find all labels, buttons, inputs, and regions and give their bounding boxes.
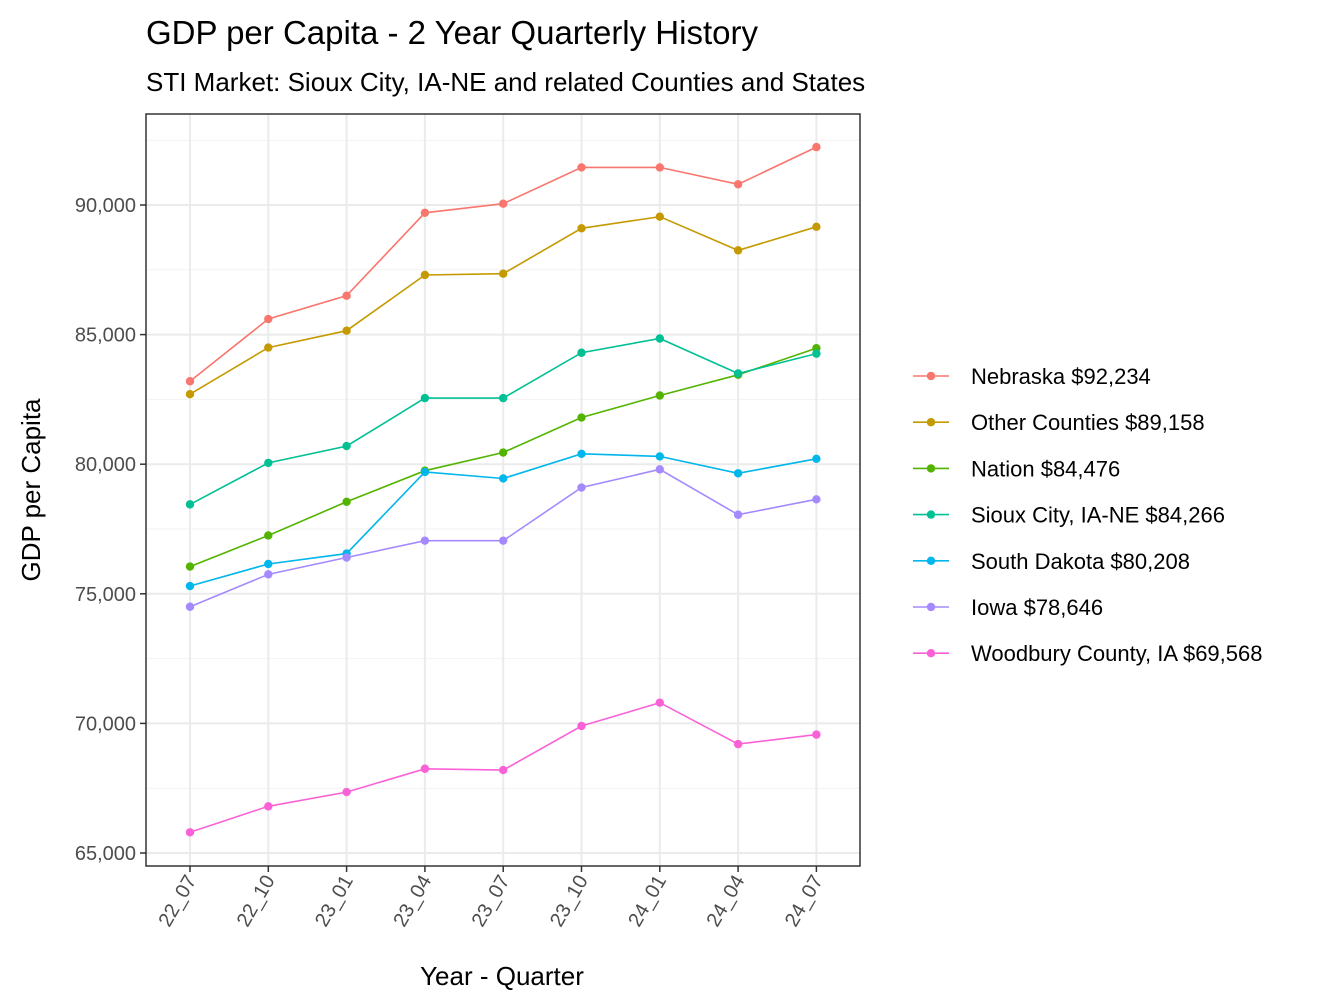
x-tick-label: 23_01: [311, 872, 358, 931]
data-point: [264, 559, 273, 569]
y-tick-label: 70,000: [75, 713, 136, 735]
data-point: [420, 536, 430, 545]
legend-key-point: [926, 602, 936, 612]
legend-key-point: [926, 556, 936, 565]
x-tick-label: 24_01: [624, 872, 671, 931]
data-point: [342, 441, 351, 451]
y-tick-label: 75,000: [75, 584, 136, 606]
data-point: [577, 483, 586, 492]
data-point: [499, 269, 508, 278]
data-point: [733, 510, 743, 519]
legend-key-point: [926, 464, 936, 473]
data-point: [264, 531, 273, 540]
y-tick-label: 65,000: [75, 843, 136, 865]
x-tick-label: 23_07: [468, 872, 515, 931]
chart-title: GDP per Capita - 2 Year Quarterly Histor…: [146, 14, 758, 51]
data-point: [655, 698, 664, 707]
plot-area: 65,000 70,000 75,000 80,000 85,000 90,000 22_0…: [75, 113, 861, 931]
data-point: [655, 391, 664, 400]
legend-entry-label: Sioux City, IA-NE $84,266: [971, 503, 1225, 528]
data-point: [420, 393, 430, 403]
legend-entry-label: Nation $84,476: [971, 456, 1120, 481]
data-point: [733, 246, 743, 255]
data-point: [185, 562, 195, 571]
data-point: [499, 765, 508, 775]
y-tick-label: 90,000: [75, 195, 136, 217]
data-point: [264, 314, 273, 324]
data-point: [733, 369, 743, 378]
y-tick-label: 80,000: [75, 454, 136, 476]
x-tick-label: 23_10: [546, 872, 593, 931]
x-tick-label: 24_07: [781, 872, 828, 931]
data-point: [812, 495, 821, 504]
y-axis-title: GDP per Capita: [16, 398, 46, 582]
data-point: [577, 721, 586, 731]
data-point: [812, 454, 821, 464]
data-point: [733, 739, 743, 749]
data-point: [499, 199, 508, 208]
data-point: [577, 449, 586, 459]
chart-subtitle: STI Market: Sioux City, IA-NE and relate…: [146, 67, 865, 97]
data-point: [264, 570, 273, 579]
data-point: [185, 602, 195, 611]
data-point: [812, 142, 821, 152]
data-point: [499, 536, 508, 545]
data-point: [499, 474, 508, 483]
data-point: [342, 553, 351, 562]
data-point: [655, 212, 664, 221]
data-point: [655, 163, 664, 172]
data-point: [264, 458, 273, 468]
legend-key-point: [926, 371, 936, 381]
data-point: [499, 393, 508, 403]
x-tick-label: 24_04: [703, 872, 750, 931]
panel-border: [145, 113, 861, 867]
data-point: [499, 448, 508, 457]
legend-entry-label: Other Counties $89,158: [971, 410, 1205, 435]
legend-entry-label: South Dakota $80,208: [971, 549, 1190, 574]
x-tick-label: 23_04: [389, 872, 436, 931]
data-point: [420, 467, 430, 477]
data-point: [420, 270, 430, 280]
data-point: [733, 180, 743, 189]
data-point: [655, 465, 664, 474]
data-point: [812, 730, 821, 739]
legend-key-point: [926, 510, 936, 519]
data-point: [185, 377, 195, 386]
x-tick-label: 22_10: [233, 872, 280, 931]
legend-entry-label: Nebraska $92,234: [971, 364, 1151, 389]
data-point: [577, 224, 586, 233]
legend-entry-label: Woodbury County, IA $69,568: [971, 641, 1263, 666]
legend: Nebraska $92,234 Other Counties $89,158 Na…: [913, 364, 1263, 666]
data-point: [342, 497, 351, 506]
data-point: [733, 469, 743, 478]
data-point: [264, 343, 273, 352]
legend-key-point: [926, 418, 936, 427]
data-point: [655, 452, 664, 461]
x-axis-title: Year - Quarter: [420, 961, 584, 991]
data-point: [655, 334, 664, 343]
data-point: [420, 208, 430, 217]
data-point: [342, 291, 351, 300]
y-tick-label: 85,000: [75, 325, 136, 347]
legend-key-point: [926, 649, 936, 658]
data-point: [577, 163, 586, 172]
data-point: [420, 764, 430, 773]
x-tick-label: 22_07: [154, 872, 201, 931]
data-point: [185, 828, 195, 837]
legend-entry-label: Iowa $78,646: [971, 595, 1103, 620]
data-point: [342, 787, 351, 797]
data-point: [185, 581, 195, 591]
data-point: [185, 500, 195, 509]
data-point: [577, 413, 586, 422]
data-point: [812, 349, 821, 358]
data-point: [185, 390, 195, 399]
data-point: [342, 326, 351, 335]
data-point: [812, 222, 821, 232]
data-point: [264, 802, 273, 811]
data-point: [577, 348, 586, 357]
